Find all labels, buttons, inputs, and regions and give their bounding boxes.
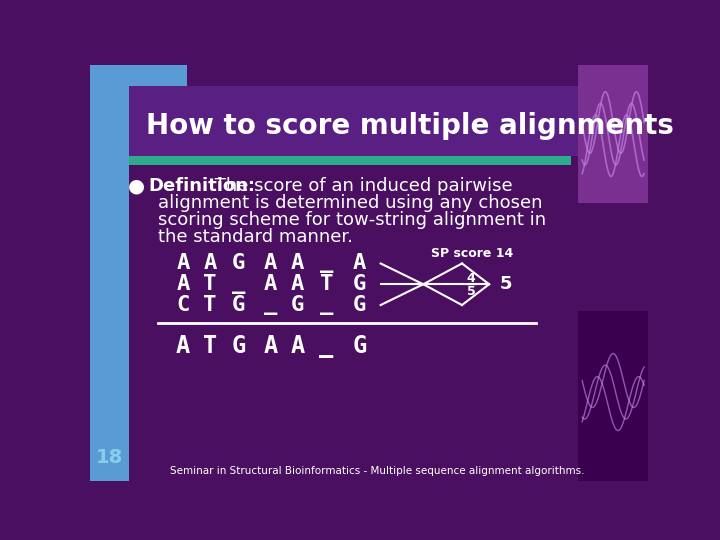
Text: How to score multiple alignments: How to score multiple alignments xyxy=(145,112,674,140)
Text: 5: 5 xyxy=(467,285,476,298)
Text: G: G xyxy=(232,295,246,315)
Text: C: C xyxy=(176,295,189,315)
Text: _: _ xyxy=(320,253,333,273)
Text: A: A xyxy=(353,253,366,273)
Text: 5: 5 xyxy=(499,275,512,293)
Text: A: A xyxy=(291,253,305,273)
Bar xyxy=(90,65,129,481)
Text: A: A xyxy=(264,253,277,273)
Text: _: _ xyxy=(319,334,333,358)
Text: A: A xyxy=(264,274,277,294)
Text: Seminar in Structural Bioinformatics - Multiple sequence alignment algorithms.: Seminar in Structural Bioinformatics - M… xyxy=(169,465,584,476)
Text: G: G xyxy=(232,334,246,358)
Bar xyxy=(578,311,648,481)
Text: scoring scheme for tow-string alignment in: scoring scheme for tow-string alignment … xyxy=(158,211,546,230)
Text: A: A xyxy=(291,334,305,358)
Text: G: G xyxy=(353,274,366,294)
Bar xyxy=(129,156,570,165)
Text: Definition:: Definition: xyxy=(148,178,255,195)
Text: T: T xyxy=(320,274,333,294)
Text: _: _ xyxy=(264,295,277,315)
Bar xyxy=(578,65,648,204)
Text: A: A xyxy=(176,274,189,294)
Text: 18: 18 xyxy=(96,448,123,467)
Text: ●: ● xyxy=(128,177,145,196)
Text: A: A xyxy=(176,253,189,273)
Text: alignment is determined using any chosen: alignment is determined using any chosen xyxy=(158,194,543,212)
Text: G: G xyxy=(232,253,246,273)
Text: G: G xyxy=(353,334,366,358)
Text: T: T xyxy=(204,274,217,294)
Text: T: T xyxy=(204,295,217,315)
Bar xyxy=(129,65,187,86)
Text: SP score 14: SP score 14 xyxy=(431,247,513,260)
Text: A: A xyxy=(291,274,305,294)
Text: A: A xyxy=(264,334,278,358)
Bar xyxy=(129,86,578,156)
Text: G: G xyxy=(291,295,305,315)
Text: 4: 4 xyxy=(467,272,476,285)
Text: T: T xyxy=(203,334,217,358)
Text: The score of an induced pairwise: The score of an induced pairwise xyxy=(209,178,512,195)
Text: the standard manner.: the standard manner. xyxy=(158,228,354,246)
Text: G: G xyxy=(353,295,366,315)
Text: _: _ xyxy=(320,295,333,315)
Text: A: A xyxy=(176,334,190,358)
Text: _: _ xyxy=(232,274,246,294)
Text: A: A xyxy=(204,253,217,273)
